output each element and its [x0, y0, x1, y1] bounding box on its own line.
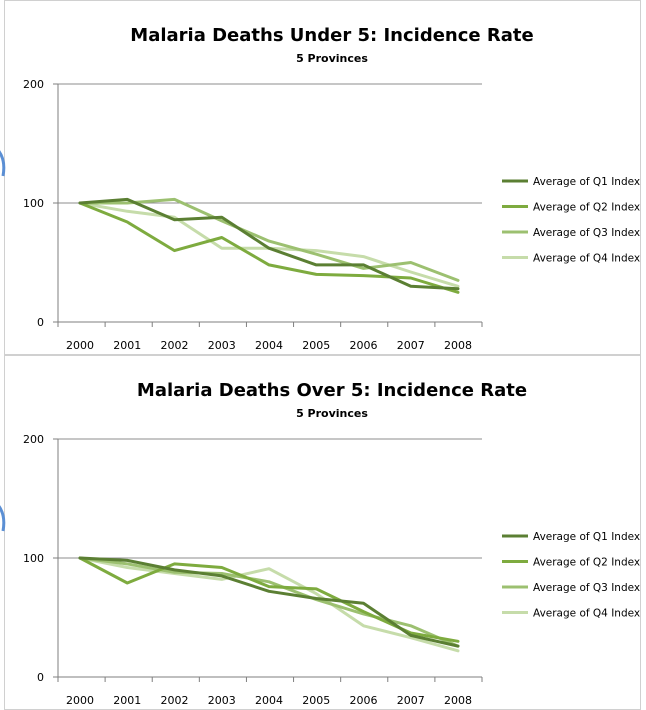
legend-label-q3: Average of Q3 Index	[533, 582, 640, 594]
x-tick-label: 2001	[113, 339, 141, 352]
x-tick-label: 2005	[302, 694, 330, 707]
legend-label-q4: Average of Q4 Index	[533, 253, 640, 265]
x-tick-label: 2004	[255, 339, 283, 352]
series-line-q3	[78, 556, 460, 648]
edge-decoration	[0, 505, 6, 532]
edge-decoration	[0, 150, 6, 177]
x-tick-label: 2007	[397, 694, 425, 707]
chart-frame	[4, 0, 641, 355]
x-tick-label: 2002	[161, 694, 189, 707]
chart-title: Malaria Deaths Under 5: Incidence Rate	[130, 25, 533, 46]
legend-label-q2: Average of Q2 Index	[533, 202, 640, 214]
y-tick-label: 100	[23, 197, 44, 210]
legend-label-q1: Average of Q1 Index	[533, 531, 640, 543]
chart-over-5: Malaria Deaths Over 5: Incidence Rate 5 P…	[0, 355, 641, 710]
x-tick-label: 2003	[208, 694, 236, 707]
x-tick-label: 2006	[350, 694, 378, 707]
x-tick-label: 2008	[444, 339, 472, 352]
legend-label-q3: Average of Q3 Index	[533, 227, 640, 239]
x-tick-label: 2007	[397, 339, 425, 352]
y-tick-label: 0	[37, 671, 44, 684]
chart-under-5: Malaria Deaths Under 5: Incidence Rate 5 …	[0, 0, 641, 355]
legend-label-q4: Average of Q4 Index	[533, 608, 640, 620]
x-tick-label: 2008	[444, 694, 472, 707]
series-line-q1	[78, 556, 460, 648]
chart-subtitle: 5 Provinces	[296, 407, 368, 420]
y-tick-label: 0	[37, 316, 44, 329]
legend-label-q1: Average of Q1 Index	[533, 176, 640, 188]
series-line-q4	[78, 201, 460, 288]
y-tick-label: 100	[23, 552, 44, 565]
chart-panel-over-5: Malaria Deaths Over 5: Incidence Rate 5 P…	[0, 355, 646, 710]
series-line-q4	[78, 556, 460, 653]
x-tick-label: 2003	[208, 339, 236, 352]
legend-label-q2: Average of Q2 Index	[533, 557, 640, 569]
x-tick-label: 2006	[350, 339, 378, 352]
x-tick-label: 2000	[66, 339, 94, 352]
x-tick-label: 2001	[113, 694, 141, 707]
x-tick-label: 2002	[161, 339, 189, 352]
series-line-q1	[78, 197, 460, 291]
chart-title: Malaria Deaths Over 5: Incidence Rate	[137, 380, 527, 401]
y-tick-label: 200	[23, 433, 44, 446]
x-tick-label: 2005	[302, 339, 330, 352]
chart-subtitle: 5 Provinces	[296, 52, 368, 65]
x-tick-label: 2004	[255, 694, 283, 707]
x-tick-label: 2000	[66, 694, 94, 707]
y-tick-label: 200	[23, 78, 44, 91]
series-line-q2	[78, 201, 460, 294]
chart-panel-under-5: Malaria Deaths Under 5: Incidence Rate 5 …	[0, 0, 641, 355]
series-line-q3	[78, 197, 460, 282]
